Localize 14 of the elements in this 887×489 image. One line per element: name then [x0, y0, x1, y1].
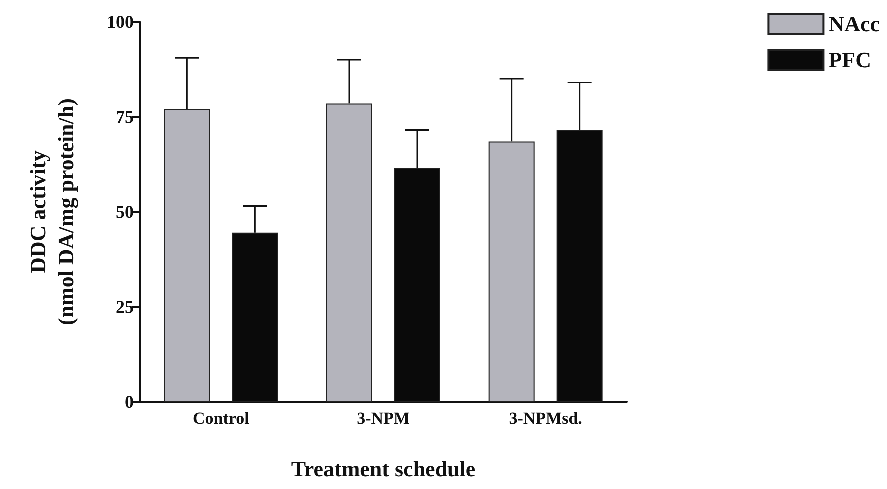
legend-label: PFC: [828, 48, 872, 72]
y-tick-label: 50: [116, 202, 134, 222]
bar: [164, 109, 210, 402]
y-tick-label: 75: [116, 107, 134, 127]
y-axis-title: DDC activity (nmol DA/mg protein/h): [26, 98, 78, 326]
x-tick-label: 3-NPM: [357, 409, 410, 428]
y-tick-label: 100: [107, 12, 134, 32]
x-axis-title: Treatment schedule: [291, 456, 476, 482]
legend-label: NAcc: [828, 12, 880, 36]
bar: [326, 104, 372, 402]
x-tick-label: 3-NPMsd.: [509, 409, 582, 428]
x-tick-label: Control: [192, 409, 250, 428]
y-tick-label: 25: [116, 297, 134, 317]
bar: [488, 142, 535, 402]
